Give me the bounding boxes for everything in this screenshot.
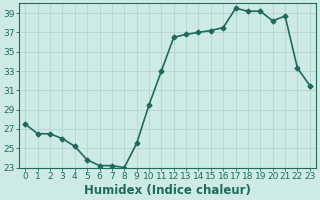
X-axis label: Humidex (Indice chaleur): Humidex (Indice chaleur) <box>84 184 251 197</box>
